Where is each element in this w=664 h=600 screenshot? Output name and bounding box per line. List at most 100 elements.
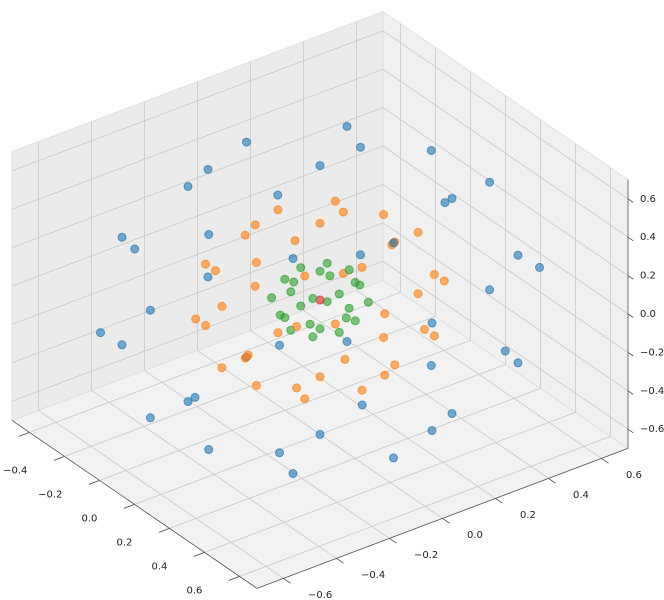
point [315, 266, 325, 276]
tick-mark [495, 498, 503, 504]
point [145, 305, 155, 315]
point [357, 400, 367, 410]
point [440, 198, 450, 208]
point [363, 297, 373, 307]
tick-label: 0.2 [640, 271, 656, 282]
point [191, 314, 201, 324]
point [308, 332, 318, 342]
point [292, 321, 302, 331]
tick-label: 0.0 [640, 309, 656, 320]
tick-label: −0.4 [361, 570, 385, 581]
point [242, 137, 251, 147]
point [330, 319, 340, 329]
point [275, 310, 285, 320]
grid-line [382, 68, 629, 238]
tick-mark [442, 518, 450, 524]
point [315, 372, 325, 382]
tick-mark [53, 456, 65, 461]
point [379, 210, 389, 220]
point [334, 289, 344, 299]
point [426, 145, 436, 155]
tick-mark [193, 552, 205, 557]
tick-label: −0.2 [640, 347, 664, 358]
point [183, 181, 193, 191]
point [315, 429, 325, 439]
grid-line [356, 290, 602, 459]
point [117, 232, 127, 242]
point [203, 164, 213, 174]
grid-line [11, 68, 384, 210]
tick-mark [627, 352, 634, 357]
point [217, 301, 227, 311]
point [322, 258, 332, 268]
point [305, 319, 315, 329]
tick-mark [336, 558, 344, 564]
grid-line [11, 184, 384, 325]
point [190, 392, 200, 402]
point [289, 277, 299, 287]
point [308, 293, 318, 303]
point [315, 218, 325, 228]
point [390, 360, 400, 370]
tick-mark [627, 313, 634, 318]
point [286, 287, 296, 297]
tick-mark [283, 578, 291, 584]
grid-line [382, 260, 629, 430]
point [413, 227, 423, 237]
tick-label: −0.2 [38, 489, 62, 500]
point [513, 358, 523, 368]
point [267, 293, 277, 303]
point [250, 220, 260, 230]
point [380, 370, 390, 380]
grid-line [11, 30, 384, 172]
point [447, 409, 457, 419]
point [344, 303, 354, 313]
grid-line [250, 330, 496, 499]
point [290, 236, 300, 246]
grid-line [91, 390, 337, 559]
point [251, 258, 261, 268]
point [340, 354, 350, 364]
point [485, 285, 495, 295]
point [413, 289, 423, 299]
point [250, 281, 260, 291]
point [485, 177, 495, 187]
point [240, 230, 250, 240]
point [439, 276, 449, 286]
grid-line [382, 222, 629, 392]
tick-label: 0.6 [626, 470, 642, 481]
point [420, 324, 429, 334]
point [357, 385, 367, 395]
tick-label: 0.6 [640, 194, 656, 205]
point [356, 142, 365, 152]
point [251, 380, 261, 390]
point [342, 121, 352, 131]
tick-mark [88, 480, 100, 485]
tick-label: −0.4 [3, 465, 27, 476]
point [96, 328, 105, 338]
point [117, 340, 127, 350]
point [288, 469, 298, 479]
point [341, 313, 351, 323]
tick-label: 0.2 [520, 510, 536, 521]
point [243, 350, 253, 360]
tick-mark [389, 538, 397, 544]
point [334, 327, 344, 337]
point [292, 383, 302, 393]
point [296, 263, 306, 273]
point [357, 262, 367, 272]
point [130, 244, 140, 254]
point [447, 193, 457, 203]
tick-label: −0.4 [640, 386, 664, 397]
point [500, 346, 510, 356]
grid-line [38, 410, 284, 579]
grid-line [11, 222, 384, 364]
tick-label: −0.6 [308, 590, 332, 600]
point [379, 332, 389, 342]
point [273, 190, 283, 200]
point [296, 301, 306, 311]
tick-mark [627, 275, 634, 280]
tick-mark [123, 504, 135, 509]
point [330, 196, 340, 206]
